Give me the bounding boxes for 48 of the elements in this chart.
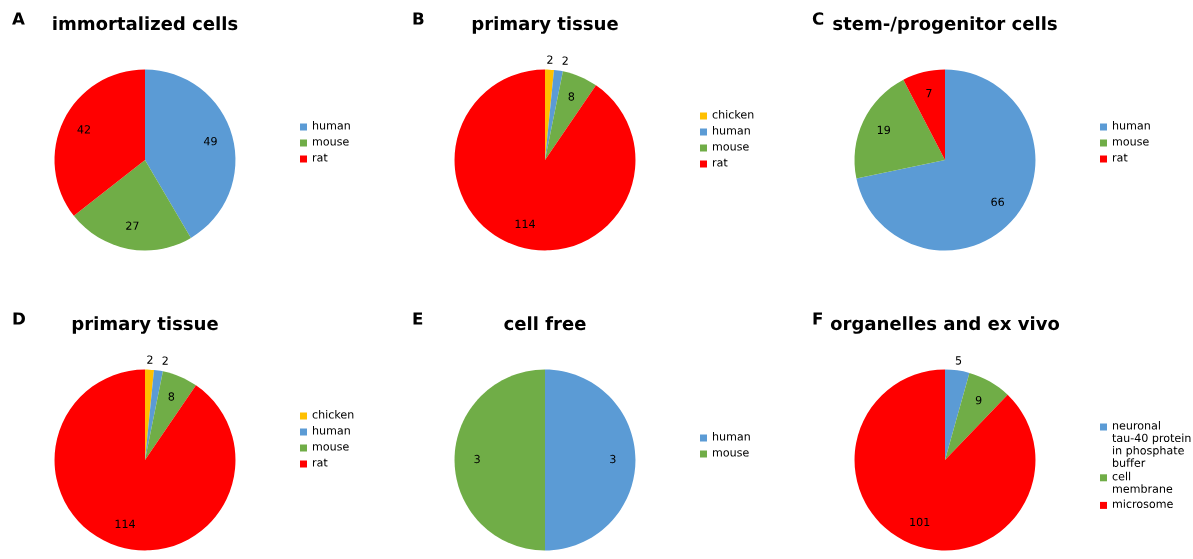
chart-title: cell free bbox=[504, 316, 586, 331]
data-label: 7 bbox=[926, 89, 932, 98]
data-label: 2 bbox=[547, 55, 553, 64]
legend-label: rat bbox=[1113, 153, 1128, 162]
data-label: 5 bbox=[955, 356, 962, 365]
legend-label: rat bbox=[313, 458, 328, 467]
data-label: 3 bbox=[610, 454, 616, 464]
legend-label: chicken bbox=[312, 410, 354, 419]
chart-title: primary tissue bbox=[472, 16, 618, 34]
chart-title: primary tissue bbox=[72, 316, 218, 334]
data-label: 114 bbox=[115, 519, 135, 528]
legend-label: mouse bbox=[313, 139, 349, 146]
data-label: 8 bbox=[168, 392, 175, 401]
legend-label: human bbox=[313, 121, 350, 130]
legend-label: rat bbox=[713, 158, 728, 167]
legend-label: human bbox=[713, 432, 750, 441]
data-label: 66 bbox=[991, 197, 1005, 207]
legend-label: mouse bbox=[1113, 139, 1149, 146]
legend-label: rat bbox=[313, 153, 328, 162]
data-label: 9 bbox=[975, 395, 982, 405]
data-label: 2 bbox=[162, 356, 168, 365]
data-label: 2 bbox=[147, 355, 153, 364]
legend-label: human bbox=[1113, 121, 1150, 130]
data-label: 42 bbox=[77, 125, 90, 134]
text: E bbox=[413, 312, 423, 325]
legend-label: human bbox=[313, 426, 350, 435]
data-label: 114 bbox=[515, 219, 535, 228]
chart-title: immortalized cells bbox=[53, 16, 238, 31]
data-label: 27 bbox=[126, 221, 139, 230]
text: D bbox=[13, 312, 25, 325]
data-label: 3 bbox=[474, 454, 480, 464]
chart-title: stem-/progenitor cells bbox=[833, 16, 1057, 34]
data-label: 19 bbox=[877, 125, 891, 135]
legend-label: human bbox=[713, 126, 750, 135]
legend-label: chicken bbox=[712, 110, 754, 119]
data-label: 101 bbox=[910, 517, 930, 527]
legend-label: mouse bbox=[713, 144, 749, 151]
chart-title: organelles and ex vivo bbox=[830, 316, 1060, 334]
text: B bbox=[413, 12, 424, 25]
data-label: 8 bbox=[568, 92, 575, 101]
data-label: 49 bbox=[203, 136, 217, 146]
text: C bbox=[812, 12, 824, 25]
text: A bbox=[12, 12, 25, 25]
text: F bbox=[813, 312, 822, 325]
legend-label: mouse bbox=[313, 444, 349, 451]
data-label: 2 bbox=[562, 56, 568, 65]
legend-label: mouse bbox=[713, 450, 749, 457]
legend-label: microsome bbox=[1113, 499, 1173, 508]
